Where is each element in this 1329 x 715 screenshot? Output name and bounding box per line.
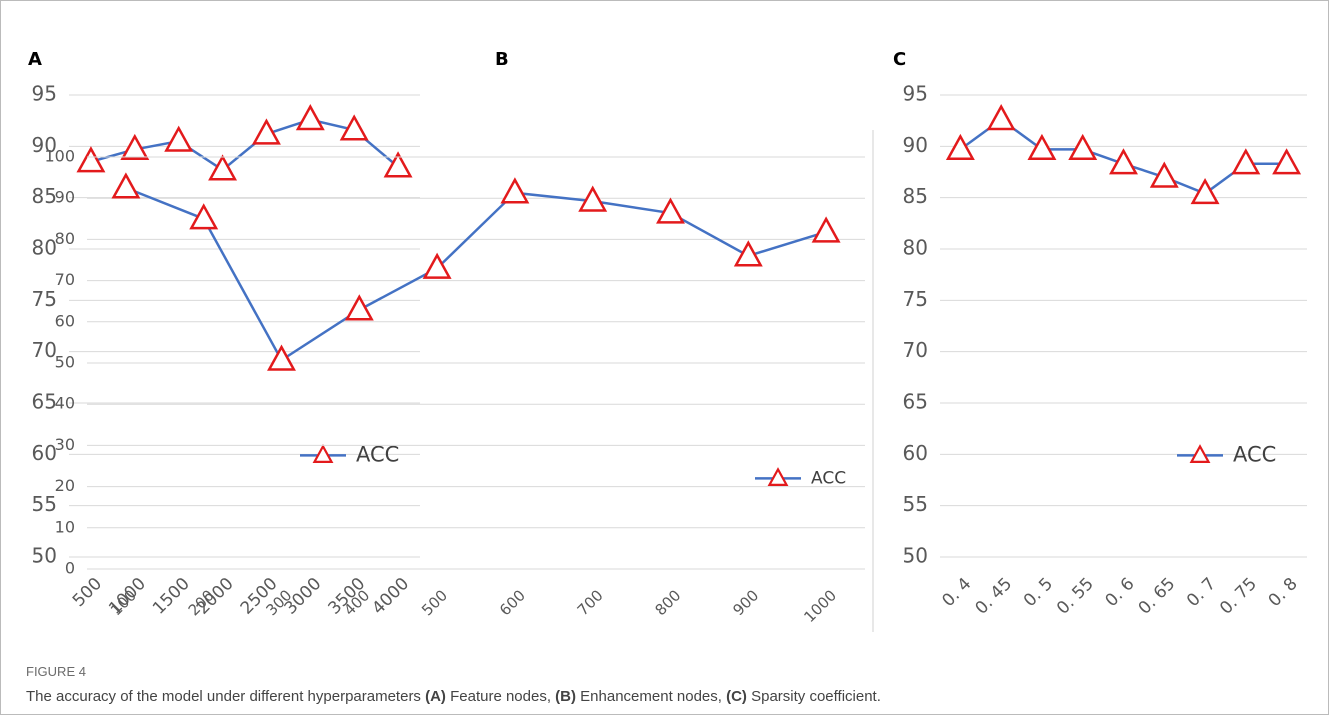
y-tick-label: 10: [55, 517, 75, 536]
marker: [251, 118, 281, 145]
legend-label: ACC: [1233, 442, 1276, 466]
y-tick-label: 85: [903, 184, 928, 208]
marker: [208, 154, 238, 181]
y-tick-label: 70: [903, 338, 928, 362]
y-tick-label: 50: [32, 544, 57, 568]
legend-label: ACC: [356, 442, 399, 466]
caption-part: (C): [726, 688, 747, 705]
marker: [422, 252, 452, 279]
marker: [578, 185, 608, 212]
caption-part: (B): [555, 688, 576, 705]
x-tick-label: 0. 6: [1101, 574, 1138, 611]
caption-part: Enhancement nodes,: [576, 688, 727, 705]
x-tick-label: 0. 45: [972, 574, 1017, 619]
y-tick-label: 80: [903, 236, 928, 260]
y-tick-label: 80: [55, 229, 75, 248]
marker: [120, 133, 150, 161]
marker: [164, 125, 194, 152]
marker: [1027, 133, 1057, 161]
marker: [76, 146, 106, 173]
x-tick-label: 1500: [149, 574, 194, 619]
marker: [111, 172, 141, 199]
caption-part: The accuracy of the model under differen…: [26, 688, 426, 705]
y-tick-label: 30: [55, 435, 75, 454]
figure-caption: The accuracy of the model under differen…: [26, 688, 881, 705]
x-tick-label: 1000: [800, 586, 840, 626]
marker: [1109, 148, 1138, 175]
legend-label: ACC: [811, 468, 846, 488]
y-tick-label: 95: [903, 82, 928, 106]
marker: [1068, 133, 1098, 161]
caption-part: Feature nodes,: [445, 688, 556, 705]
legend-marker: [1189, 444, 1211, 463]
marker: [733, 240, 763, 267]
marker: [656, 197, 685, 224]
x-tick-label: 0. 55: [1053, 574, 1098, 619]
marker: [811, 216, 841, 243]
marker: [986, 104, 1016, 131]
y-tick-label: 65: [903, 390, 928, 414]
x-tick-label: 0. 4: [938, 574, 975, 611]
x-tick-label: 500: [418, 586, 451, 619]
marker: [1272, 148, 1302, 175]
y-tick-label: 0: [65, 559, 75, 578]
x-tick-label: 0. 75: [1216, 574, 1261, 619]
y-tick-label: 60: [32, 441, 57, 465]
y-tick-label: 55: [903, 492, 928, 516]
panel-label: C: [893, 49, 906, 70]
y-tick-label: 20: [55, 476, 75, 495]
panel-label: A: [28, 49, 42, 70]
y-tick-label: 80: [32, 236, 57, 260]
marker: [344, 294, 374, 321]
x-tick-label: 900: [729, 586, 762, 619]
panel-label: B: [495, 49, 509, 70]
y-tick-label: 75: [903, 287, 928, 311]
x-tick-label: 800: [652, 586, 685, 619]
marker: [267, 344, 296, 371]
x-tick-label: 0. 5: [1020, 574, 1057, 611]
y-tick-label: 60: [55, 311, 75, 330]
series-line: [125, 186, 827, 362]
y-tick-label: 100: [44, 147, 75, 166]
y-tick-label: 70: [32, 338, 57, 362]
y-tick-label: 65: [32, 390, 57, 414]
marker: [1231, 148, 1261, 175]
marker: [189, 203, 219, 230]
y-tick-label: 50: [55, 353, 75, 372]
caption-part: Sparsity coefficient.: [746, 688, 881, 705]
x-tick-label: 0. 8: [1265, 574, 1302, 611]
y-tick-label: 90: [55, 188, 75, 207]
y-tick-label: 90: [32, 133, 57, 157]
figure-label: FIGURE 4: [26, 664, 86, 679]
y-tick-label: 90: [903, 133, 928, 157]
marker: [295, 104, 325, 131]
marker: [1190, 177, 1220, 205]
x-tick-label: 500: [69, 574, 106, 611]
x-tick-label: 4000: [368, 574, 413, 619]
caption-part: (A): [425, 688, 446, 705]
y-tick-label: 85: [32, 184, 57, 208]
y-tick-label: 60: [903, 441, 928, 465]
marker: [339, 114, 369, 141]
marker: [945, 133, 975, 161]
marker: [383, 151, 413, 178]
y-tick-label: 50: [903, 544, 928, 568]
y-tick-label: 40: [55, 394, 75, 413]
marker: [500, 177, 530, 204]
y-tick-label: 75: [32, 287, 57, 311]
x-tick-label: 0. 65: [1135, 574, 1180, 619]
x-tick-label: 600: [496, 586, 529, 619]
legend-marker: [767, 467, 789, 486]
x-tick-label: 0. 7: [1183, 574, 1220, 611]
x-tick-label: 700: [574, 586, 607, 619]
y-tick-label: 70: [55, 270, 75, 289]
legend-marker: [312, 444, 334, 463]
marker: [1149, 161, 1179, 188]
y-tick-label: 95: [32, 82, 57, 106]
y-tick-label: 55: [32, 492, 57, 516]
